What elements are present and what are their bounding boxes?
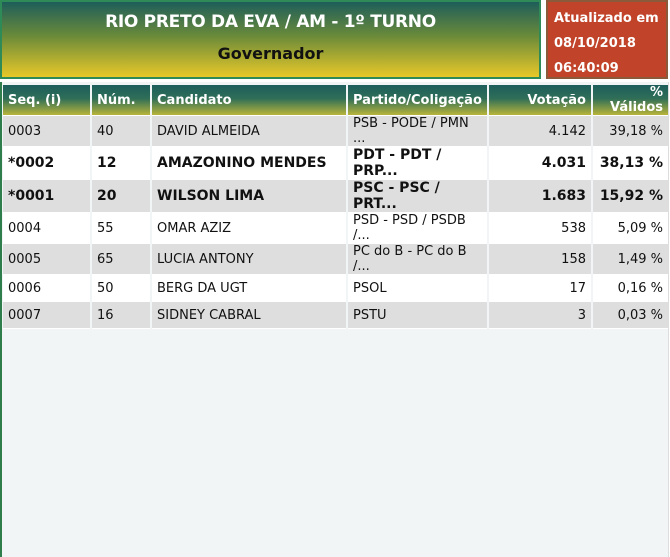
percent-cell: 1,49 % <box>593 244 668 275</box>
votes-cell: 4.031 <box>489 147 591 180</box>
table-row: 0006 50 BERG DA UGT PSOL 17 0,16 % <box>3 275 668 302</box>
votes-cell: 3 <box>489 302 591 329</box>
table-row: *0001 20 WILSON LIMA PSC - PSC / PRT... 1.68… <box>3 180 668 213</box>
results-table: Seq. (i) Núm. Candidato Partido/Coligaçã… <box>1 85 670 329</box>
table-row: 0005 65 LUCIA ANTONY PC do B - PC do B /...… <box>3 244 668 275</box>
votes-cell: 17 <box>489 275 591 302</box>
votes-cell: 4.142 <box>489 116 591 147</box>
number-cell: 40 <box>92 116 150 147</box>
table-row: *0002 12 AMAZONINO MENDES PDT - PDT / PRP..… <box>3 147 668 180</box>
votes-cell: 538 <box>489 213 591 244</box>
seq-cell: 0006 <box>3 275 90 302</box>
updated-time: 06:40:09 <box>554 61 619 76</box>
seq-cell: 0003 <box>3 116 90 147</box>
updated-date: 08/10/2018 <box>554 36 636 51</box>
candidate-cell: WILSON LIMA <box>152 180 346 213</box>
seq-cell: 0004 <box>3 213 90 244</box>
number-cell: 50 <box>92 275 150 302</box>
party-cell: PSB - PODE / PMN ... <box>348 116 487 147</box>
party-cell: PSD - PSD / PSDB /... <box>348 213 487 244</box>
percent-cell: 5,09 % <box>593 213 668 244</box>
seq-cell: *0001 <box>3 180 90 213</box>
percent-cell: 15,92 % <box>593 180 668 213</box>
col-pct: % Válidos <box>593 85 668 116</box>
seq-cell: 0007 <box>3 302 90 329</box>
candidate-cell: LUCIA ANTONY <box>152 244 346 275</box>
percent-cell: 38,13 % <box>593 147 668 180</box>
table-row: 0007 16 SIDNEY CABRAL PSTU 3 0,03 % <box>3 302 668 329</box>
number-cell: 55 <box>92 213 150 244</box>
party-cell: PDT - PDT / PRP... <box>348 147 487 180</box>
votes-cell: 1.683 <box>489 180 591 213</box>
party-cell: PSC - PSC / PRT... <box>348 180 487 213</box>
number-cell: 65 <box>92 244 150 275</box>
candidate-cell: AMAZONINO MENDES <box>152 147 346 180</box>
candidate-cell: SIDNEY CABRAL <box>152 302 346 329</box>
candidate-cell: OMAR AZIZ <box>152 213 346 244</box>
updated-box: Atualizado em 08/10/2018 06:40:09 <box>546 0 668 79</box>
col-votes: Votação <box>489 85 591 116</box>
table-row: 0004 55 OMAR AZIZ PSD - PSD / PSDB /... 538 5… <box>3 213 668 244</box>
office-title: Governador <box>217 44 324 63</box>
percent-cell: 0,16 % <box>593 275 668 302</box>
number-cell: 16 <box>92 302 150 329</box>
col-num: Núm. <box>92 85 150 116</box>
col-party: Partido/Coligação <box>348 85 487 116</box>
number-cell: 20 <box>92 180 150 213</box>
percent-cell: 39,18 % <box>593 116 668 147</box>
party-cell: PC do B - PC do B /... <box>348 244 487 275</box>
page-title: RIO PRETO DA EVA / AM - 1º TURNO <box>105 12 436 32</box>
votes-cell: 158 <box>489 244 591 275</box>
seq-cell: *0002 <box>3 147 90 180</box>
candidate-cell: BERG DA UGT <box>152 275 346 302</box>
number-cell: 12 <box>92 147 150 180</box>
col-candidate: Candidato <box>152 85 346 116</box>
party-cell: PSOL <box>348 275 487 302</box>
col-seq[interactable]: Seq. (i) <box>3 85 90 116</box>
seq-cell: 0005 <box>3 244 90 275</box>
percent-cell: 0,03 % <box>593 302 668 329</box>
candidate-cell: DAVID ALMEIDA <box>152 116 346 147</box>
header-banner: RIO PRETO DA EVA / AM - 1º TURNO Governa… <box>0 0 541 79</box>
updated-label: Atualizado em <box>554 11 659 26</box>
party-cell: PSTU <box>348 302 487 329</box>
table-row: 0003 40 DAVID ALMEIDA PSB - PODE / PMN ... 4… <box>3 116 668 147</box>
